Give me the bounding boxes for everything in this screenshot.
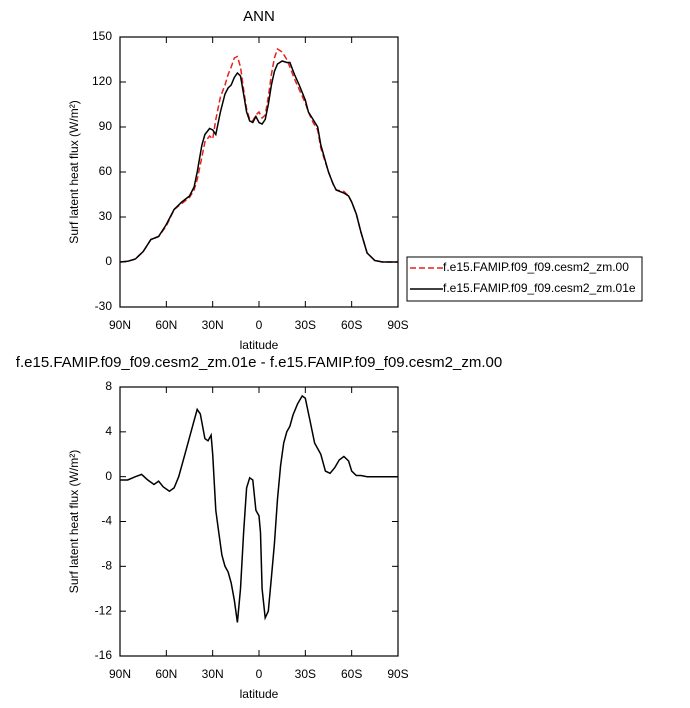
x-tick-label: 60N [155, 667, 177, 681]
data-line [119, 60, 398, 263]
y-axis-label: Surf latent heat flux (W/m²) [67, 100, 81, 243]
y-tick-label: -4 [101, 514, 112, 528]
y-tick-label: -30 [95, 299, 113, 313]
x-tick-label: 60N [155, 318, 177, 332]
y-tick-label: 0 [105, 254, 112, 268]
x-tick-label: 30N [202, 318, 224, 332]
y-tick-label: -8 [101, 559, 112, 573]
legend-box [406, 256, 643, 302]
chart-title: ANN [243, 8, 275, 25]
x-tick-label: 90S [387, 667, 408, 681]
y-tick-label: -16 [95, 648, 113, 662]
x-tick-label: 90N [109, 667, 131, 681]
x-tick-label: 0 [256, 318, 263, 332]
legend-label: f.e15.FAMIP.f09_f09.cesm2_zm.01e [443, 281, 636, 295]
x-tick-label: 90N [109, 318, 131, 332]
y-tick-label: 30 [99, 209, 113, 223]
plot-frame [119, 36, 399, 308]
x-tick-label: 90S [387, 318, 408, 332]
legend-label: f.e15.FAMIP.f09_f09.cesm2_zm.00 [443, 260, 629, 274]
x-axis-label: latitude [240, 338, 279, 352]
plot-frame [119, 386, 399, 657]
y-tick-label: 60 [99, 164, 113, 178]
data-line [119, 47, 398, 263]
y-tick-label: 90 [99, 119, 113, 133]
y-tick-label: 0 [105, 469, 112, 483]
x-tick-label: 0 [256, 667, 263, 681]
y-tick-label: 8 [105, 379, 112, 393]
x-axis-label: latitude [240, 687, 279, 701]
x-tick-label: 30S [295, 318, 316, 332]
y-tick-label: 120 [92, 74, 112, 88]
y-tick-label: 4 [105, 424, 112, 438]
x-tick-label: 60S [341, 667, 362, 681]
x-tick-label: 60S [341, 318, 362, 332]
y-tick-label: 150 [92, 29, 112, 43]
y-tick-label: -12 [95, 603, 113, 617]
y-axis-label: Surf latent heat flux (W/m²) [67, 450, 81, 593]
chart-title: f.e15.FAMIP.f09_f09.cesm2_zm.01e - f.e15… [16, 354, 502, 371]
x-tick-label: 30N [202, 667, 224, 681]
data-line [120, 394, 398, 623]
x-tick-label: 30S [295, 667, 316, 681]
